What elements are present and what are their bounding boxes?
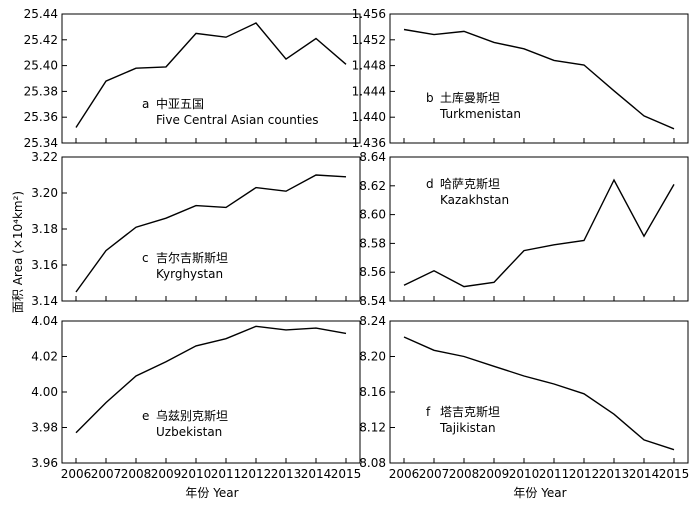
panel-d-label-en: Kazakhstan (440, 193, 509, 207)
panel-b-ytick-label: 1.452 (352, 33, 386, 47)
panel-f-xtick-label: 2011 (539, 467, 570, 481)
panel-e-xtick-label: 2008 (121, 467, 152, 481)
panel-c-series-line (75, 174, 347, 293)
panel-a-ytick-label: 25.44 (24, 7, 58, 21)
panel-b-letter: b (426, 91, 434, 105)
panel-f-xtick-label: 2010 (509, 467, 540, 481)
panel-f-ytick-label: 8.24 (359, 314, 386, 328)
y-axis-title: 面积 Area (×10⁴km²) (11, 191, 25, 313)
panel-f-label-en: Tajikistan (439, 421, 496, 435)
panel-d-ytick-label: 8.62 (359, 179, 386, 193)
panel-f-xtick-label: 2006 (389, 467, 420, 481)
panel-a-letter: a (142, 97, 149, 111)
panel-e-ytick-label: 3.96 (31, 456, 58, 470)
panel-a-label-en: Five Central Asian counties (156, 113, 319, 127)
panel-b-series-line (403, 28, 675, 130)
panel-f-ytick-label: 8.08 (359, 456, 386, 470)
panel-b-ytick-label: 1.444 (352, 84, 386, 98)
panel-b-ytick-label: 1.456 (352, 7, 386, 21)
panel-c-ytick-label: 3.20 (31, 186, 58, 200)
panel-a-frame (61, 13, 361, 144)
panel-e-series-line (75, 325, 347, 434)
panel-b-frame (389, 13, 689, 144)
panel-c-letter: c (142, 251, 149, 265)
panel-a-label-cn: 中亚五国 (156, 96, 204, 111)
panel-e-letter: e (142, 409, 149, 423)
panel-d-frame (389, 156, 689, 302)
panel-e-label-cn: 乌兹别克斯坦 (156, 408, 228, 423)
panel-f-ytick-label: 8.12 (359, 421, 386, 435)
panel-d-ytick-label: 8.58 (359, 236, 386, 250)
panel-f-xtick-label: 2008 (449, 467, 480, 481)
panel-d-series-line (403, 178, 675, 288)
panel-f-xtick-label: 2015 (659, 467, 690, 481)
panel-e-xtick-label: 2013 (271, 467, 302, 481)
panel-b-ytick-label: 1.436 (352, 136, 386, 150)
panel-d-ytick-label: 8.64 (359, 150, 386, 164)
panel-c-label-cn: 吉尔吉斯斯坦 (156, 250, 228, 265)
panel-a-ytick-label: 25.40 (24, 59, 58, 73)
panel-d-letter: d (426, 177, 434, 191)
panel-f-frame (389, 320, 689, 464)
panel-f-label-cn: 塔吉克斯坦 (440, 405, 500, 419)
panel-a-ytick-label: 25.36 (24, 110, 58, 124)
panel-c-ytick-label: 3.18 (31, 222, 58, 236)
panel-d-label-cn: 哈萨克斯坦 (440, 177, 500, 191)
panel-e-xtick-label: 2011 (211, 467, 242, 481)
panel-f-ytick-label: 8.20 (359, 350, 386, 364)
panel-e-xtick-label: 2007 (91, 467, 122, 481)
x-axis-title-left: 年份 Year (185, 486, 238, 500)
panel-b-label-en: Turkmenistan (439, 107, 521, 121)
panel-e-xtick-label: 2010 (181, 467, 212, 481)
panel-d-ytick-label: 8.56 (359, 265, 386, 279)
x-axis-title-right: 年份 Year (513, 486, 566, 500)
panel-a-ytick-label: 25.34 (24, 136, 58, 150)
panel-d-ytick-label: 8.54 (359, 294, 386, 308)
panel-b-ytick-label: 1.440 (352, 110, 386, 124)
panel-f-xtick-label: 2007 (419, 467, 450, 481)
panel-d-ytick-label: 8.60 (359, 208, 386, 222)
panel-a-ytick-label: 25.38 (24, 84, 58, 98)
panel-e-xtick-label: 2012 (241, 467, 272, 481)
panel-f-xtick-label: 2012 (569, 467, 600, 481)
panel-e-xtick-label: 2006 (61, 467, 92, 481)
panel-f-xtick-label: 2014 (629, 467, 660, 481)
panel-f-xtick-label: 2009 (479, 467, 510, 481)
panel-e-ytick-label: 3.98 (31, 421, 58, 435)
panel-b-label-cn: 土库曼斯坦 (440, 90, 500, 105)
panel-f-xtick-label: 2013 (599, 467, 630, 481)
panel-b-ytick-label: 1.448 (352, 59, 386, 73)
panel-e-label-en: Uzbekistan (156, 425, 222, 439)
panel-f-series-line (403, 336, 675, 451)
panel-f-ytick-label: 8.16 (359, 385, 386, 399)
panel-a-series-line (75, 22, 347, 128)
panel-f-letter: f (426, 405, 431, 419)
panel-c-ytick-label: 3.16 (31, 258, 58, 272)
panel-c-label-en: Kyrghystan (156, 267, 223, 281)
panel-e-xtick-label: 2014 (301, 467, 332, 481)
panel-c-ytick-label: 3.14 (31, 294, 58, 308)
panel-c-ytick-label: 3.22 (31, 150, 58, 164)
panel-e-xtick-label: 2009 (151, 467, 182, 481)
panel-a-ytick-label: 25.42 (24, 33, 58, 47)
panel-e-ytick-label: 4.02 (31, 350, 58, 364)
panel-e-ytick-label: 4.04 (31, 314, 58, 328)
panel-e-xtick-label: 2015 (331, 467, 362, 481)
panel-e-ytick-label: 4.00 (31, 385, 58, 399)
